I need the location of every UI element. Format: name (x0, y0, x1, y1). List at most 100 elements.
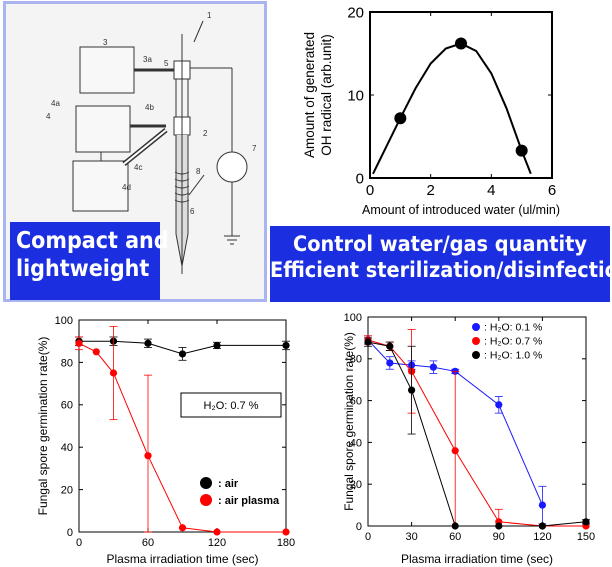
oh-curve (372, 42, 532, 175)
oh-point-0 (394, 112, 407, 125)
x-axis-title: Amount of introduced water (ul/min) (362, 203, 560, 217)
y-tick-label-2: 20 (347, 4, 364, 21)
point-1-0 (75, 339, 83, 347)
point-2-5 (538, 522, 546, 530)
label-8: 8 (196, 167, 201, 176)
box-3 (79, 46, 135, 94)
schematic-drawing: 1 2 3 3a 4 4a 4b 4c 4d 5 6 7 8 (46, 11, 257, 274)
water-content-chart: 0 30 60 90 120 150 0 20 40 60 80 100: H₂O: 0.1 %: H… (342, 312, 595, 566)
legend-marker-2 (472, 351, 480, 359)
control-banner-line-2: Efficient sterilization/disinfection (270, 257, 612, 283)
y-tick-label-0: 0 (67, 527, 73, 539)
x-tick-label-2: 4 (487, 182, 495, 199)
oh-point-2 (515, 144, 528, 157)
x-tick-label-1: 2 (426, 182, 434, 199)
point-2-2 (408, 386, 416, 394)
control-banner-line-1: Control water/gas quantity (293, 232, 587, 257)
point-0-2 (144, 339, 152, 347)
legend-marker-1 (200, 494, 212, 506)
series-line-0 (79, 340, 286, 355)
y-tick-label-0: 0 (356, 170, 364, 187)
y-axis-title-line-0: Amount of generated (302, 32, 317, 158)
point-0-3 (429, 363, 437, 371)
y-tick-label-1: 20 (61, 484, 73, 496)
y-tick-label-5: 100 (55, 315, 73, 327)
x-tick-label-1: 60 (142, 537, 154, 549)
point-1-5 (213, 528, 221, 536)
air-plasma-chart: 0 60 120 180 0 20 40 60 80 100 : air : air plasma Pl… (36, 315, 295, 566)
control-banner: Control water/gas quantity Efficient ste… (270, 226, 612, 302)
label-3: 3 (103, 38, 108, 47)
point-2-0 (364, 338, 372, 346)
point-1-1 (92, 348, 100, 356)
compact-banner-line-1: Compact and (16, 228, 169, 254)
x-tick-label-1: 30 (405, 531, 417, 543)
series-line-2 (367, 341, 587, 527)
x-tick-label-0: 0 (365, 531, 371, 543)
y-tick-label-0: 0 (356, 521, 362, 533)
legend-label-0: : air (218, 478, 239, 490)
x-tick-label-2: 120 (208, 537, 226, 549)
x-tick-label-3: 6 (548, 182, 556, 199)
point-2-1 (386, 342, 394, 350)
y-axis-title: Fungal spore germination rate(%) (36, 337, 50, 516)
legend-marker-0 (200, 477, 212, 489)
oh-radical-chart: 0 2 4 6 0 10 20 Amount of introduced water (ul/… (302, 4, 560, 217)
point-1-3 (451, 447, 459, 455)
point-0-1 (386, 359, 394, 367)
legend-label-1: : air plasma (218, 495, 280, 507)
x-tick-label-0: 0 (76, 537, 82, 549)
x-tick-label-5: 150 (577, 531, 595, 543)
point-1-6 (282, 528, 290, 536)
label-5: 5 (164, 59, 169, 68)
label-7: 7 (252, 144, 257, 153)
label-4: 4 (46, 112, 51, 121)
label-1: 1 (207, 11, 212, 20)
x-tick-label-0: 0 (366, 182, 374, 199)
label-4b: 4b (145, 103, 154, 112)
point-0-5 (282, 341, 290, 350)
point-1-2 (109, 369, 118, 377)
annotation-text: H₂O: 0.7 % (203, 400, 258, 412)
legend-marker-0 (472, 323, 480, 331)
label-2: 2 (203, 129, 208, 138)
x-tick-label-3: 180 (277, 537, 295, 549)
y-tick-label-5: 100 (344, 312, 362, 324)
label-3a: 3a (143, 55, 152, 64)
y-axis-title-line-1: OH radical (arb.unit) (319, 34, 334, 156)
plot-frame (367, 316, 587, 527)
y-tick-label-2: 40 (61, 442, 73, 454)
y-tick-label-3: 60 (61, 400, 73, 412)
label-4d: 4d (122, 183, 131, 192)
point-0-5 (495, 401, 503, 409)
point-1-3 (144, 452, 152, 460)
box-4d (72, 160, 129, 212)
label-6: 6 (190, 207, 195, 216)
y-tick-label-2: 40 (350, 437, 362, 449)
plot-frame (78, 319, 287, 533)
y-axis-title: Fungal spore germination rate(%) (342, 332, 356, 511)
legend-label-2: : H₂O: 1.0 % (484, 350, 542, 362)
y-tick-label-4: 80 (350, 354, 362, 366)
x-axis-title: Plasma irradiation time (sec) (106, 552, 258, 566)
point-0-4 (213, 341, 221, 350)
point-2-6 (582, 518, 590, 526)
legend-marker-1 (472, 337, 480, 345)
point-1-4 (178, 524, 187, 532)
point-2-4 (495, 522, 503, 530)
label-4c: 4c (134, 163, 142, 172)
annotation-box (180, 392, 282, 418)
legend-label-0: : H₂O: 0.1 % (484, 322, 542, 334)
y-tick-label-4: 80 (61, 357, 73, 369)
compact-banner-line-2: lightweight (16, 255, 150, 282)
label-4a: 4a (51, 99, 60, 108)
oh-point-1 (455, 37, 467, 50)
point-0-6 (538, 501, 546, 509)
x-tick-label-3: 90 (493, 531, 505, 543)
x-tick-label-4: 120 (533, 531, 551, 543)
point-2-3 (451, 522, 459, 530)
x-tick-label-2: 60 (449, 531, 461, 543)
y-tick-label-1: 10 (347, 87, 364, 104)
y-tick-label-1: 20 (350, 479, 362, 491)
compact-banner: Compact and lightweight (10, 222, 169, 300)
